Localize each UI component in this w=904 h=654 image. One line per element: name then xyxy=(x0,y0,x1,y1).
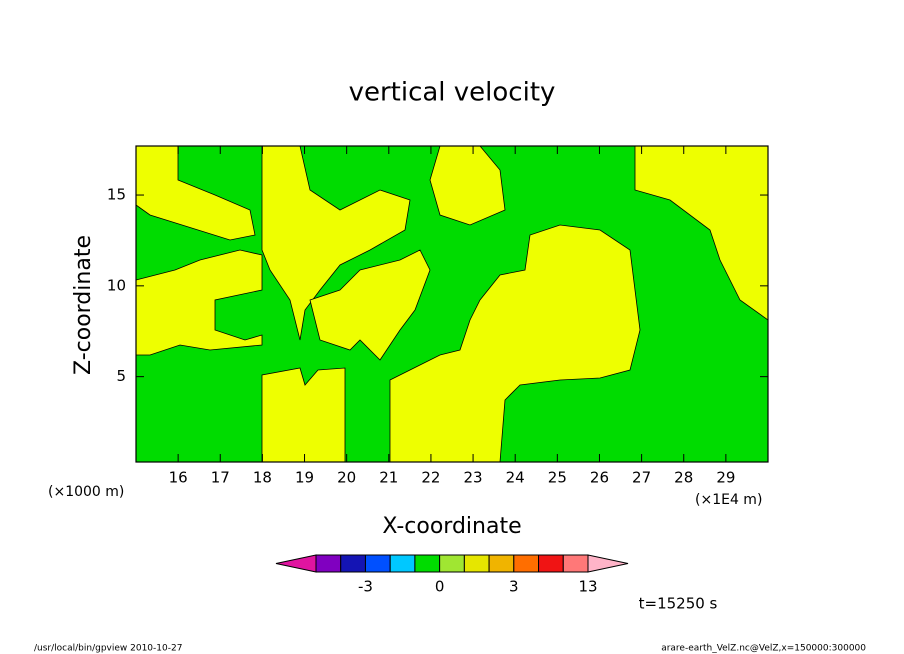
x-tick-label: 24 xyxy=(506,469,525,487)
x-tick-label: 19 xyxy=(295,469,314,487)
colorbar-box xyxy=(488,554,515,573)
contour-region xyxy=(309,249,431,361)
x-tick-label: 21 xyxy=(379,469,398,487)
x-unit-left: (×1000 m) xyxy=(48,484,124,500)
contour-region xyxy=(261,145,411,341)
x-tick-label: 18 xyxy=(253,469,272,487)
x-tick-label: 17 xyxy=(211,469,230,487)
x-tick-label: 23 xyxy=(464,469,483,487)
y-tick-label: 15 xyxy=(107,186,126,204)
x-tick-label: 25 xyxy=(548,469,567,487)
x-tick-label: 22 xyxy=(421,469,440,487)
contour-region xyxy=(135,249,263,356)
colorbar-box xyxy=(513,554,540,573)
colorbar-box xyxy=(562,554,589,573)
plot-frame xyxy=(135,145,769,463)
contour-field xyxy=(135,145,769,463)
colorbar-tick-label: 13 xyxy=(578,578,597,596)
x-unit-right: (×1E4 m) xyxy=(695,492,762,508)
colorbar-tick-label: 3 xyxy=(509,578,519,596)
colorbar-under xyxy=(275,554,317,573)
colorbar-tick-label: -3 xyxy=(358,578,373,596)
colorbar-box xyxy=(439,554,465,573)
x-tick-label: 27 xyxy=(632,469,651,487)
colorbar-box xyxy=(389,554,416,573)
x-tick-label: 26 xyxy=(590,469,609,487)
time-label: t=15250 s xyxy=(639,595,718,613)
colorbar-box xyxy=(315,554,342,573)
colorbar-box xyxy=(364,554,391,573)
contour-region xyxy=(261,367,346,463)
y-tick-label: 10 xyxy=(107,276,126,294)
y-axis-label: Z-coordinate xyxy=(71,235,96,375)
contour-region xyxy=(135,145,256,241)
x-axis-label: X-coordinate xyxy=(382,514,521,539)
footer-left: /usr/local/bin/gpview 2010-10-27 xyxy=(34,644,182,654)
colorbar-box xyxy=(463,554,490,573)
contour-region xyxy=(429,145,506,226)
x-tick-label: 16 xyxy=(169,469,188,487)
contour-region xyxy=(389,224,641,463)
x-tick-label: 29 xyxy=(716,469,735,487)
colorbar-tick-label: 0 xyxy=(435,578,445,596)
colorbar-box xyxy=(414,554,441,573)
chart-title: vertical velocity xyxy=(349,78,556,108)
colorbar-box xyxy=(538,554,564,573)
x-tick-label: 20 xyxy=(337,469,356,487)
colorbar-box xyxy=(340,554,366,573)
footer-right: arare-earth_VelZ.nc@VelZ,x=150000:300000 xyxy=(661,644,866,654)
x-tick-label: 28 xyxy=(674,469,693,487)
colorbar-over xyxy=(587,554,629,573)
y-tick-label: 5 xyxy=(116,367,126,385)
